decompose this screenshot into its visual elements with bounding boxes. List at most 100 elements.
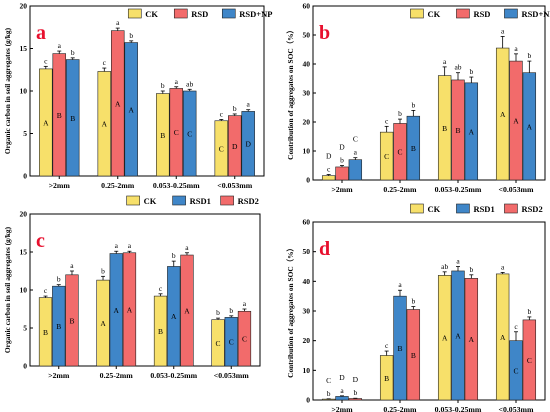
significance-letter-upper: b	[57, 275, 61, 284]
panel-letter: a	[36, 22, 46, 44]
y-axis-label: Organic carbon in soil aggregates (g/kg)	[3, 226, 12, 353]
significance-letter-upper: b	[233, 104, 237, 113]
significance-letter-upper: a	[354, 148, 358, 157]
y-tick-label: 20	[303, 118, 311, 127]
bar	[321, 175, 336, 181]
significance-letter-lower: A	[500, 333, 506, 342]
significance-letter-upper: b	[71, 48, 75, 57]
significance-letter-upper: b	[229, 306, 233, 315]
significance-letter-lower: B	[411, 144, 416, 153]
x-tick-label: 0.25-2mm	[101, 181, 135, 190]
significance-letter-upper: b	[340, 156, 344, 165]
y-axis-label: Contribution of aggregates on SOC（%）	[286, 244, 295, 378]
bar	[321, 398, 336, 401]
significance-letter-upper: b	[216, 308, 220, 317]
significance-letter-upper: a	[175, 77, 179, 86]
significance-letter-lower: A	[127, 305, 133, 314]
legend-swatch	[173, 8, 188, 19]
legend-swatch	[410, 8, 424, 19]
x-tick-label: <0.053mm	[499, 185, 534, 194]
legend-label: RSD	[191, 9, 208, 19]
significance-letter-upper: a	[185, 243, 189, 252]
legend-swatch	[220, 195, 234, 206]
significance-letter-lower: C	[326, 376, 331, 385]
y-tick-label: 10	[20, 286, 28, 295]
panel-letter: d	[319, 238, 330, 260]
significance-letter-lower: A	[527, 122, 533, 131]
y-tick-label: 50	[303, 247, 311, 256]
significance-letter-upper: a	[70, 261, 74, 270]
significance-letter-upper: b	[161, 81, 165, 90]
legend-label: RSD+NP	[239, 9, 272, 19]
significance-letter-upper: ab	[454, 63, 461, 72]
significance-letter-upper: ab	[441, 262, 448, 271]
x-tick-label: 0.053-0.25mm	[435, 405, 482, 412]
significance-letter-upper: c	[385, 116, 389, 125]
x-tick-label: >2mm	[48, 371, 70, 380]
x-tick-label: >2mm	[49, 181, 71, 190]
legend-swatch	[456, 8, 470, 19]
significance-letter-upper: a	[501, 26, 505, 35]
legend-label: CK	[144, 196, 157, 206]
significance-letter-upper: c	[103, 58, 107, 67]
legend-label: CK	[427, 204, 440, 214]
x-tick-label: 0.053-0.25mm	[150, 371, 197, 380]
chart-panel-b: 0 10 20 30 40 50 60 Contribution of aggregates …	[286, 2, 550, 195]
y-tick-label: 15	[20, 248, 28, 257]
legend-swatch	[410, 203, 424, 214]
x-tick-label: <0.053mm	[214, 371, 249, 380]
significance-letter-upper: b	[398, 109, 402, 118]
significance-letter-lower: A	[100, 319, 106, 328]
significance-letter-lower: A	[469, 335, 475, 344]
significance-letter-lower: C	[219, 144, 224, 153]
x-tick-label: >2mm	[331, 405, 353, 412]
y-tick-label: 50	[303, 31, 311, 40]
y-tick-label: 20	[303, 336, 311, 345]
y-tick-label: 60	[303, 2, 311, 11]
bar	[348, 398, 363, 401]
legend-label: RSD1	[473, 204, 494, 214]
y-tick-label: 0	[23, 362, 27, 371]
y-axis-label: Contribution of aggregates on SOC（%）	[286, 26, 295, 160]
x-tick-label: >2mm	[331, 185, 353, 194]
legend-swatch	[221, 8, 236, 19]
significance-letter-lower: D	[339, 373, 345, 382]
significance-letter-lower: A	[513, 117, 519, 126]
significance-letter-lower: A	[43, 118, 49, 127]
x-tick-label: 0.053-0.25mm	[435, 185, 482, 194]
significance-letter-lower: B	[397, 344, 402, 353]
y-tick-label: 5	[23, 129, 27, 138]
significance-letter-upper: a	[501, 262, 505, 271]
significance-letter-lower: B	[455, 126, 460, 135]
x-tick-label: 0.25-2mm	[383, 185, 417, 194]
significance-letter-lower: C	[397, 148, 402, 157]
significance-letter-upper: c	[514, 322, 518, 331]
significance-letter-upper: a	[58, 41, 62, 50]
significance-letter-upper: c	[220, 109, 224, 118]
significance-letter-lower: D	[245, 140, 251, 149]
significance-letter-lower: B	[43, 328, 48, 337]
significance-letter-lower: C	[242, 335, 247, 344]
y-tick-label: 40	[303, 277, 311, 286]
significance-letter-upper: a	[514, 44, 518, 53]
legend-label: CK	[427, 9, 440, 19]
y-tick-label: 30	[303, 307, 311, 316]
legend-label: CK	[145, 9, 158, 19]
legend-swatch	[456, 203, 470, 214]
legend-label: RSD	[473, 9, 490, 19]
x-tick-label: <0.053mm	[499, 405, 534, 412]
significance-letter-lower: B	[442, 124, 447, 133]
significance-letter-upper: b	[172, 251, 176, 260]
significance-letter-upper: b	[353, 388, 357, 397]
significance-letter-lower: C	[229, 338, 234, 347]
x-tick-label: 0.25-2mm	[383, 405, 417, 412]
y-tick-label: 20	[20, 210, 28, 219]
bar	[348, 159, 363, 181]
significance-letter-lower: D	[353, 375, 359, 384]
significance-letter-lower: C	[187, 130, 192, 139]
significance-letter-lower: A	[128, 105, 134, 114]
bar	[335, 396, 349, 401]
significance-letter-upper: b	[411, 297, 415, 306]
significance-letter-upper: b	[527, 307, 531, 316]
x-tick-label: <0.053mm	[217, 181, 252, 190]
